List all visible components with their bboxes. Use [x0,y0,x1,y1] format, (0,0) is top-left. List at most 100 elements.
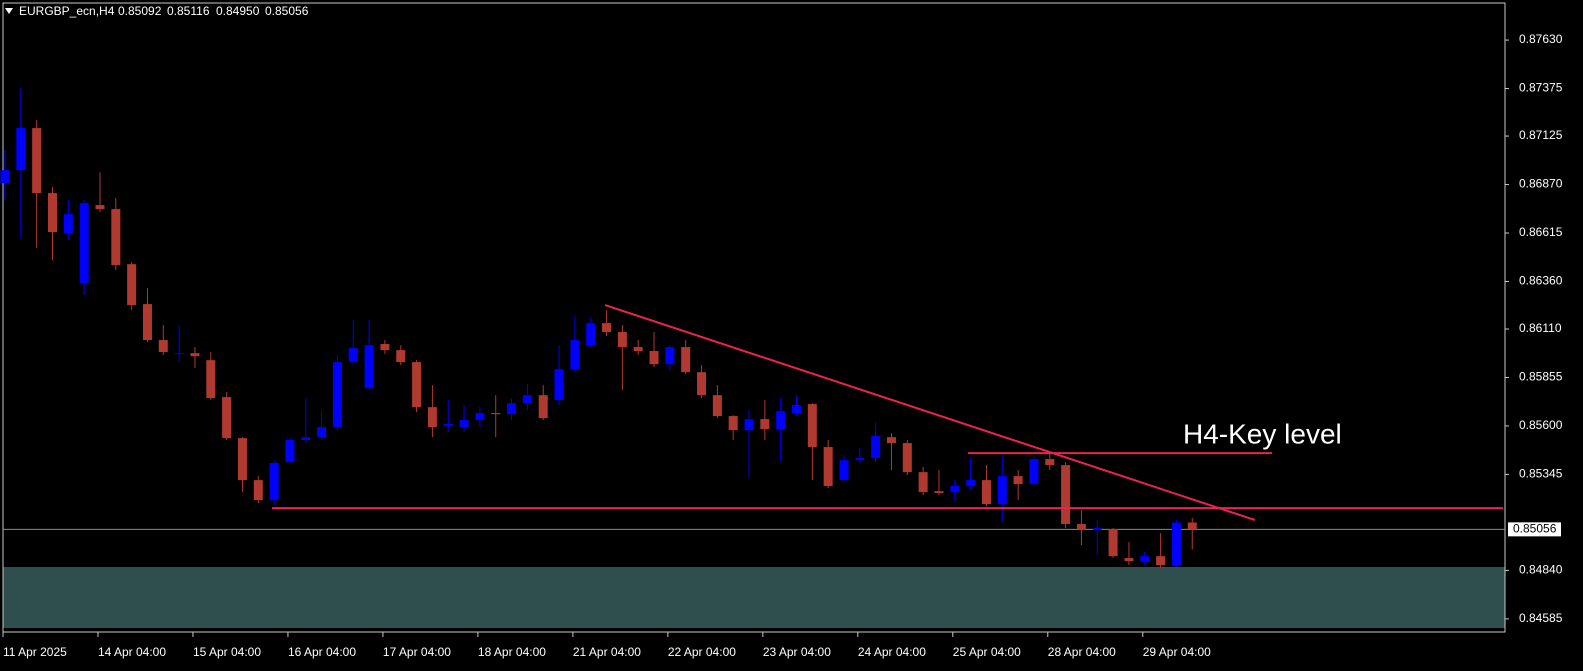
y-tick-label: 0.86360 [1519,274,1563,288]
ohlc-label: 0.85056 [265,4,309,18]
x-tick-label: 21 Apr 04:00 [573,645,641,659]
y-tick-label: 0.84585 [1519,611,1563,625]
candle-body [237,438,247,481]
candle-body [823,447,833,487]
candle-body [380,344,390,351]
candle-body [681,347,691,373]
candle-body [871,436,881,459]
plot-frame [2,2,1506,633]
candle-body [1076,524,1086,531]
candle-body [997,476,1007,505]
candle-body [554,369,564,401]
key-level-label: H4-Key level [1183,419,1342,450]
candle-body [427,407,437,428]
candle-body [443,424,453,427]
y-tick-label: 0.86615 [1519,225,1563,239]
y-tick-label: 0.85600 [1519,418,1563,432]
ohlc-label: 0.85092 [118,4,162,18]
candle-body [1029,459,1039,485]
candle-body [47,193,57,233]
candle-body [570,340,580,370]
x-tick-label: 14 Apr 04:00 [98,645,166,659]
candle-body [253,480,263,501]
candle-body [269,463,279,501]
candle-body [32,128,42,194]
candle-body [697,372,707,396]
candle-body [158,340,168,353]
candle-body [586,323,596,346]
symbol-label: EURGBP_ecn,H4 [19,4,115,18]
candle-body [332,362,342,428]
candle-body [0,170,10,184]
candle-body [63,214,73,234]
candle-body [396,350,406,363]
candle-body [981,480,991,505]
candle-body [317,427,327,438]
candle-body [491,413,501,415]
candle-body [1045,459,1055,466]
candle-body [79,203,89,284]
candle-body [127,264,137,306]
y-tick-label: 0.87630 [1519,32,1563,46]
x-tick-label: 17 Apr 04:00 [383,645,451,659]
y-tick-label: 0.84840 [1519,563,1563,577]
candle-body [855,458,865,461]
candle-body [174,353,184,355]
candle-body [633,347,643,352]
candle-body [1156,556,1166,566]
candle-body [206,360,216,399]
candle-body [712,395,722,417]
candle-body [776,411,786,429]
candle-body [966,480,976,487]
candle-body [1187,522,1197,530]
x-tick-label: 11 Apr 2025 [3,645,67,659]
candle-body [649,351,659,365]
x-tick-label: 22 Apr 04:00 [668,645,736,659]
x-tick-label: 24 Apr 04:00 [858,645,926,659]
x-tick-label: 23 Apr 04:00 [763,645,831,659]
candle-body [918,472,928,493]
candle-body [1124,558,1134,562]
candle-body [665,347,675,365]
candle-body [348,348,358,363]
candle-body [1013,476,1023,485]
candle-body [412,362,422,408]
x-tick-label: 18 Apr 04:00 [478,645,546,659]
candle-body [839,460,849,481]
x-tick-label: 25 Apr 04:00 [953,645,1021,659]
candle-body [364,345,374,389]
candle-body [16,128,26,171]
menu-triangle [5,8,13,14]
candle-body [728,416,738,431]
price-box [1508,522,1561,537]
candle-body [222,397,232,439]
zone [3,566,1505,629]
candle-body [602,323,612,333]
candle-body [142,304,152,341]
candle-body [475,413,485,421]
y-tick-label: 0.87375 [1519,81,1563,95]
candle-body [111,209,121,266]
x-tick-label: 15 Apr 04:00 [193,645,261,659]
candle-body [760,419,770,429]
candle-body [285,440,295,463]
x-tick-label: 16 Apr 04:00 [288,645,356,659]
y-tick-label: 0.87125 [1519,128,1563,142]
candle-body [744,419,754,431]
x-tick-label: 29 Apr 04:00 [1143,645,1211,659]
candle-body [538,395,548,419]
candle-body [522,395,532,404]
candle-body [792,405,801,414]
ohlc-label: 0.85116 [167,4,210,18]
y-tick-label: 0.86110 [1519,321,1562,335]
candle-body [190,353,200,357]
candle-body [301,437,311,441]
candle-body [1092,528,1102,531]
candle-body [1171,522,1181,566]
y-tick-label: 0.85345 [1519,467,1563,481]
price-box-label: 0.85056 [1513,522,1557,536]
candle-body [1140,556,1150,562]
candle-body [1061,465,1071,525]
